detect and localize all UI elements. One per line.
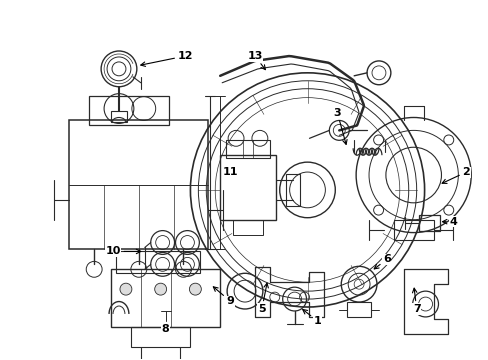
Text: 11: 11 bbox=[222, 167, 237, 177]
Bar bbox=[69, 121, 208, 249]
Bar bbox=[131, 327, 190, 347]
Bar bbox=[220, 155, 275, 220]
Bar bbox=[225, 140, 269, 158]
Bar bbox=[418, 215, 440, 231]
Circle shape bbox=[154, 283, 166, 295]
Text: 13: 13 bbox=[247, 51, 265, 69]
Bar bbox=[285, 174, 299, 206]
Text: 3: 3 bbox=[333, 108, 346, 144]
Text: 9: 9 bbox=[213, 287, 234, 306]
Text: 5: 5 bbox=[258, 283, 268, 314]
Text: 12: 12 bbox=[141, 51, 193, 66]
Text: 2: 2 bbox=[441, 167, 469, 183]
Circle shape bbox=[120, 283, 132, 295]
Text: 7: 7 bbox=[412, 288, 420, 314]
Bar bbox=[346, 302, 370, 317]
Text: 4: 4 bbox=[442, 217, 456, 227]
Bar bbox=[233, 220, 263, 235]
Text: 10: 10 bbox=[105, 247, 141, 256]
Text: 8: 8 bbox=[162, 324, 169, 334]
Circle shape bbox=[189, 283, 201, 295]
Bar bbox=[111, 111, 127, 122]
Text: 6: 6 bbox=[373, 255, 390, 269]
Text: 1: 1 bbox=[302, 310, 321, 326]
Bar bbox=[116, 251, 200, 273]
Bar bbox=[393, 220, 433, 239]
Bar bbox=[111, 269, 220, 327]
Bar bbox=[89, 96, 168, 125]
